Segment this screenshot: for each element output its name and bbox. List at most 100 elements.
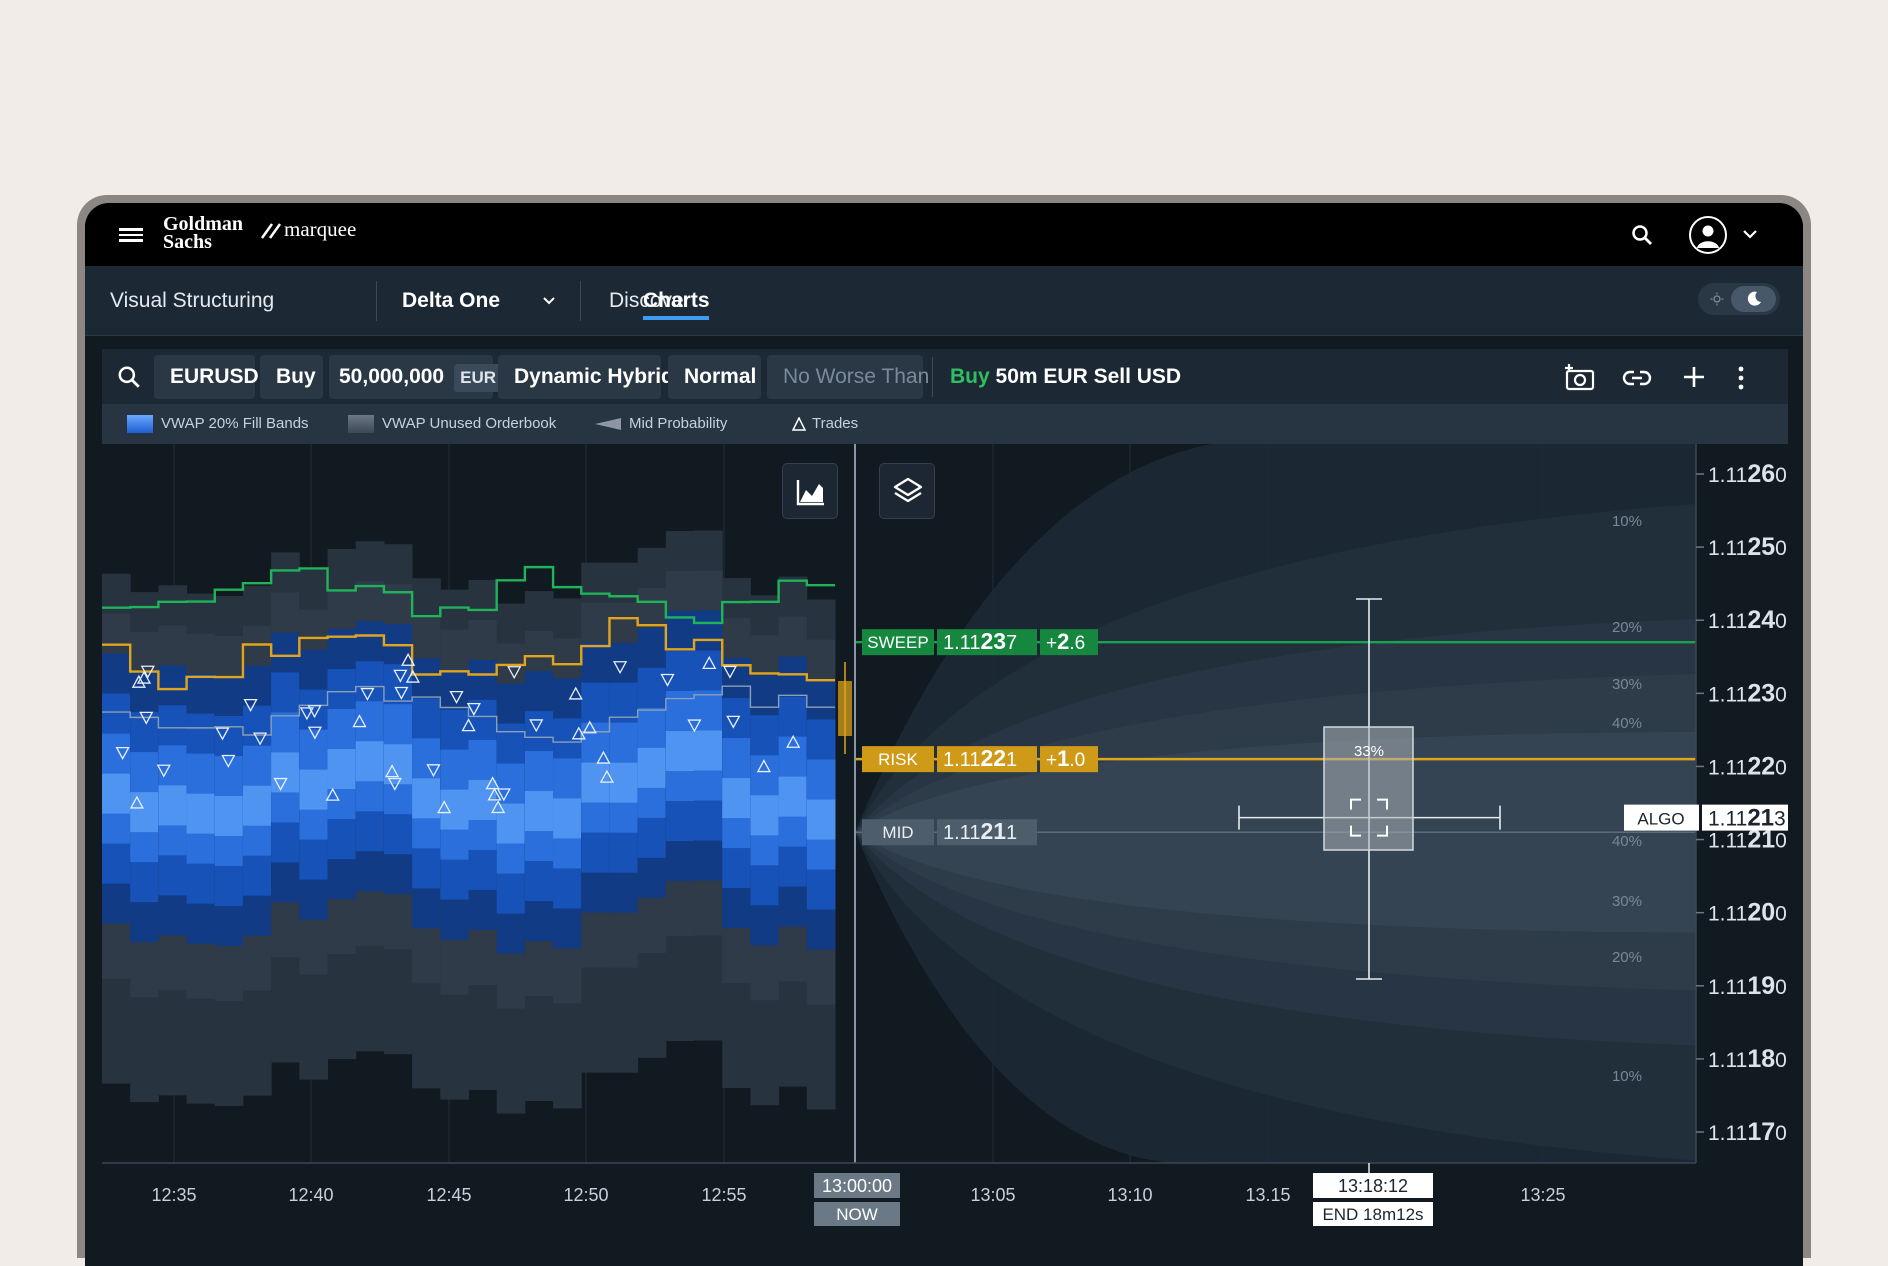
sweep-delta-bg bbox=[1040, 629, 1098, 656]
nav-charts[interactable]: Charts bbox=[643, 289, 710, 312]
prob-label-upper: 10% bbox=[1612, 513, 1642, 530]
orderbook-band bbox=[158, 785, 188, 826]
trade-marker bbox=[221, 754, 236, 768]
orderbook-band bbox=[609, 762, 639, 803]
orderbook-band bbox=[637, 747, 667, 788]
trade-marker bbox=[687, 719, 702, 733]
plus-icon[interactable] bbox=[1682, 365, 1706, 389]
legend-label: VWAP Unused Orderbook bbox=[382, 415, 557, 432]
end-label-bg bbox=[1313, 1202, 1433, 1226]
trade-marker bbox=[529, 719, 544, 733]
trade-marker bbox=[394, 686, 409, 700]
marquee-slash-icon bbox=[260, 223, 282, 239]
link-icon[interactable] bbox=[1622, 365, 1652, 391]
trade-marker bbox=[485, 776, 500, 790]
chevron-down-icon[interactable] bbox=[1741, 225, 1759, 243]
orderbook-band bbox=[355, 741, 385, 782]
sweep-value-bg bbox=[937, 629, 1037, 656]
trade-marker bbox=[325, 787, 340, 801]
layers-icon bbox=[893, 477, 923, 503]
brand-line2: Sachs bbox=[163, 231, 212, 253]
orderbook-band bbox=[383, 744, 413, 785]
more-vert-icon[interactable] bbox=[1736, 365, 1746, 391]
trade-marker bbox=[352, 714, 367, 728]
execution-chart[interactable]: 10% 20% 30% 40% 40% 30% 20% 10% 33% 1.11260 1.1125… bbox=[102, 444, 1803, 1266]
risk-delta: +1.0 bbox=[1046, 746, 1085, 771]
orderbook-band bbox=[440, 789, 469, 830]
prob-label-upper: 30% bbox=[1612, 676, 1642, 693]
algo-tag-label: ALGO bbox=[1637, 810, 1684, 829]
risk-history-line bbox=[102, 616, 835, 691]
orderbook-band bbox=[130, 792, 159, 833]
theme-toggle-knob[interactable] bbox=[1731, 286, 1776, 312]
trade-marker bbox=[243, 698, 258, 712]
trade-marker bbox=[786, 734, 801, 748]
focus-frame-icon bbox=[1350, 798, 1388, 837]
chart-canvas[interactable]: 10% 20% 30% 40% 40% 30% 20% 10% 33% 1.11260 1.1125… bbox=[102, 444, 1803, 1266]
strategy-chip[interactable]: Dynamic Hybrid bbox=[498, 355, 674, 399]
hamburger-menu-icon[interactable] bbox=[119, 225, 143, 245]
orderbook-band bbox=[496, 803, 526, 844]
legend-swatch bbox=[127, 415, 153, 434]
legend-trades[interactable]: Trades bbox=[792, 404, 858, 444]
legend-swatch bbox=[595, 418, 621, 431]
trade-marker bbox=[115, 746, 130, 760]
risk-delta-bg bbox=[1040, 746, 1098, 773]
limit-input[interactable]: No Worse Than bbox=[767, 355, 929, 399]
pair-chip[interactable]: EURUSD bbox=[154, 355, 259, 399]
add-snapshot-camera-icon[interactable] bbox=[1564, 362, 1596, 392]
trade-marker bbox=[722, 665, 738, 679]
nav-visual-structuring[interactable]: Visual Structuring bbox=[110, 289, 275, 312]
moon-icon bbox=[1747, 291, 1761, 306]
risk-value-bg bbox=[937, 746, 1037, 773]
chart-type-button[interactable] bbox=[782, 463, 838, 519]
prob-label-lower: 20% bbox=[1612, 949, 1642, 966]
urgency-chip[interactable]: Normal bbox=[668, 355, 761, 399]
search-icon[interactable] bbox=[1630, 223, 1654, 247]
y-tick-label: 1.11220 bbox=[1708, 752, 1787, 780]
x-tick-label: 13.15 bbox=[1245, 1185, 1290, 1205]
orderbook-band bbox=[271, 752, 300, 793]
sweep-tag-label: SWEEP bbox=[867, 633, 928, 652]
orderbook-band bbox=[242, 785, 272, 826]
y-tick-label: 1.11240 bbox=[1708, 606, 1787, 634]
trade-marker bbox=[139, 711, 154, 725]
y-tick-label: 1.11250 bbox=[1708, 533, 1787, 561]
trade-marker bbox=[387, 777, 402, 791]
user-icon bbox=[1697, 225, 1719, 248]
legend-mid-probability[interactable]: Mid Probability bbox=[595, 404, 727, 444]
quantity-chip[interactable]: 50,000,000 EUR bbox=[329, 355, 503, 399]
device-frame: Goldman Sachs marquee Visual Structuring… bbox=[77, 195, 1811, 1266]
trade-marker bbox=[156, 764, 171, 778]
algo-value-bg bbox=[1702, 804, 1803, 831]
avatar[interactable] bbox=[1689, 216, 1727, 254]
orderbook-band bbox=[806, 799, 836, 840]
nav-delta-one-label: Delta One bbox=[402, 289, 501, 312]
algo-value: 1.11213 bbox=[1708, 805, 1786, 832]
trade-marker bbox=[487, 787, 502, 801]
product-name: marquee bbox=[284, 217, 357, 241]
orderbook-band bbox=[186, 793, 216, 834]
trade-marker bbox=[252, 732, 268, 746]
legend-vwap-unused-orderbook[interactable]: VWAP Unused Orderbook bbox=[348, 404, 556, 444]
trade-marker bbox=[426, 764, 441, 778]
quantity-value: 50,000,000 bbox=[339, 365, 445, 388]
orderbook-band bbox=[327, 749, 357, 790]
now-time-bg bbox=[814, 1173, 900, 1198]
side-chip[interactable]: Buy bbox=[260, 355, 323, 399]
mid-tag-bg bbox=[862, 819, 934, 846]
toolbar-divider bbox=[932, 357, 933, 397]
y-tick-label: 1.11190 bbox=[1708, 972, 1787, 1000]
layers-button[interactable] bbox=[879, 463, 935, 519]
trade-marker bbox=[660, 673, 675, 687]
orderbook-band bbox=[299, 769, 329, 810]
legend-vwap-fill-bands[interactable]: VWAP 20% Fill Bands bbox=[127, 404, 309, 444]
currency-badge: EUR bbox=[454, 364, 503, 392]
trade-marker bbox=[136, 670, 152, 684]
search-icon[interactable] bbox=[116, 364, 142, 390]
orderbook-band bbox=[214, 795, 244, 836]
nav-discover[interactable]: Discover bbox=[609, 289, 691, 312]
trade-marker bbox=[599, 769, 615, 783]
now-label-bg bbox=[814, 1202, 900, 1226]
brand-logo: Goldman Sachs bbox=[163, 214, 243, 253]
